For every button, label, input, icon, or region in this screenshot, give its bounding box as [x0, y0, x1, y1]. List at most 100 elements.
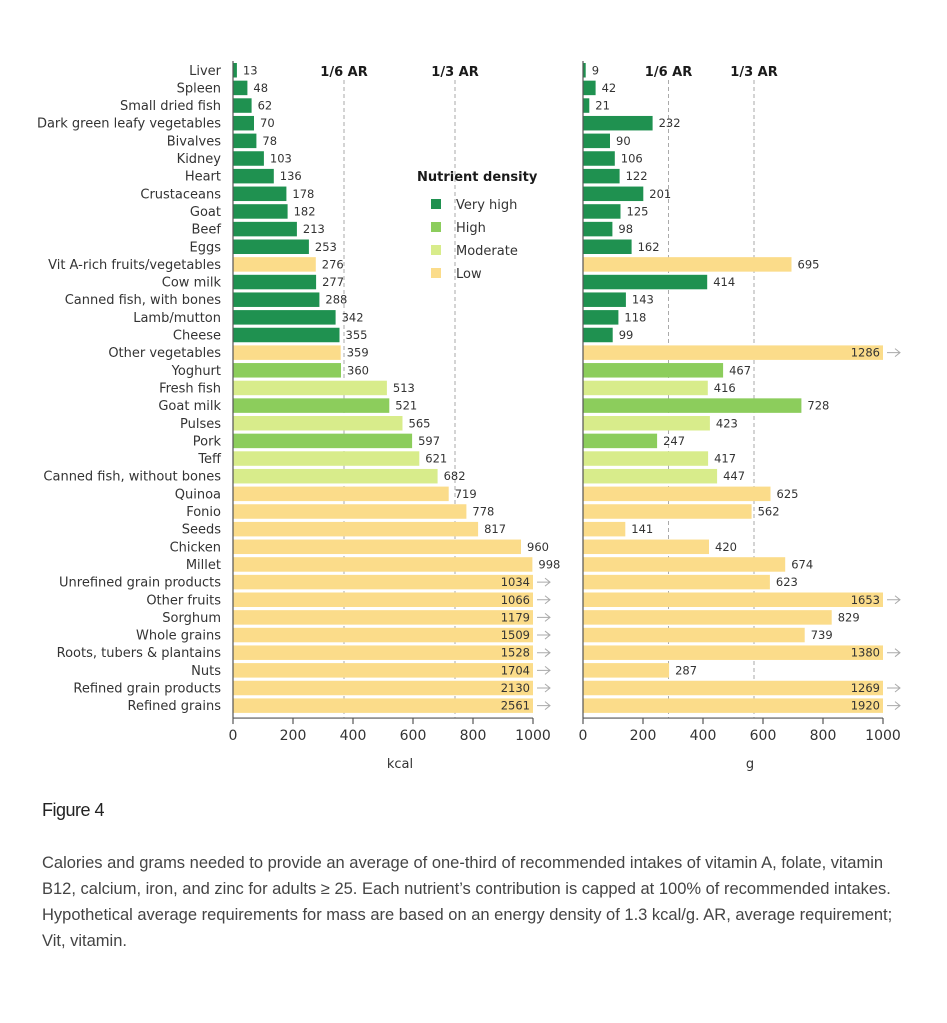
value-label: 125	[627, 204, 649, 218]
bar	[583, 63, 586, 78]
bar	[233, 539, 521, 555]
value-label: 78	[262, 134, 277, 148]
value-label: 359	[347, 346, 369, 360]
value-label: 1269	[851, 681, 880, 695]
x-tick-label: 0	[579, 728, 588, 744]
category-label: Vit A-rich fruits/vegetables	[48, 258, 221, 273]
bar	[233, 574, 533, 590]
value-label: 674	[791, 557, 813, 571]
bar	[583, 168, 620, 184]
reference-label: 1/6 AR	[320, 65, 367, 80]
bar	[583, 468, 718, 484]
value-label: 420	[715, 540, 737, 554]
bar	[233, 292, 320, 307]
nutrient-density-chart: Liver Spleen Small dried fish Dark green le…	[37, 61, 901, 772]
bar	[583, 204, 621, 219]
category-label: Refined grains	[128, 699, 222, 714]
category-label: Beef	[192, 223, 222, 238]
x-axis-title: g	[746, 757, 754, 772]
value-label: 288	[325, 293, 347, 307]
bar	[233, 98, 252, 113]
value-label: 1509	[501, 628, 530, 642]
category-label: Chicken	[170, 540, 221, 555]
bar	[583, 345, 883, 360]
category-label: Fresh fish	[159, 381, 221, 396]
category-label: Canned fish, without bones	[43, 470, 221, 485]
category-label: Unrefined grain products	[59, 576, 221, 591]
value-label: 728	[807, 399, 829, 413]
category-label: Goat	[190, 205, 221, 220]
bar	[233, 486, 449, 502]
bar	[583, 698, 883, 713]
bar	[233, 115, 254, 131]
bar	[583, 574, 770, 590]
value-label: 1653	[851, 593, 880, 607]
bar	[233, 610, 533, 625]
bar	[583, 521, 626, 537]
value-label: 565	[409, 416, 431, 430]
reference-label: 1/6 AR	[645, 65, 692, 80]
category-label: Pulses	[180, 417, 221, 432]
bar	[583, 257, 792, 272]
category-label: Bivalves	[167, 134, 221, 149]
category-label: Crustaceans	[140, 187, 221, 202]
bar	[583, 416, 710, 431]
bar	[233, 468, 438, 484]
bar	[233, 416, 403, 431]
bar	[233, 221, 297, 237]
overflow-arrow-icon	[537, 648, 551, 658]
bar	[233, 80, 248, 96]
bar	[233, 698, 533, 713]
value-label: 253	[315, 240, 337, 254]
category-label: Cow milk	[162, 276, 222, 291]
value-label: 143	[632, 293, 654, 307]
value-label: 682	[444, 469, 466, 483]
x-tick-label: 200	[630, 728, 657, 744]
value-label: 48	[253, 81, 268, 95]
legend-swatch	[431, 268, 441, 278]
bar	[233, 433, 413, 449]
value-label: 423	[716, 416, 738, 430]
value-label: 1066	[501, 593, 530, 607]
x-tick-label: 1000	[515, 728, 551, 744]
legend-title: Nutrient density	[417, 170, 538, 185]
legend: Nutrient density Very high High Moderate Low	[417, 170, 538, 282]
kcal-panel: 1/6 AR 1/3 AR 13 48 62 70 78 103 136 178 182 213 253…	[229, 61, 560, 772]
value-label: 247	[663, 434, 685, 448]
legend-label: Low	[456, 267, 482, 282]
value-label: 9	[592, 63, 599, 77]
value-label: 122	[626, 169, 648, 183]
value-label: 1920	[851, 699, 880, 713]
value-label: 62	[258, 99, 273, 113]
overflow-arrow-icon	[537, 613, 551, 622]
legend-swatch	[431, 222, 441, 232]
bar	[583, 221, 613, 237]
x-tick-label: 600	[750, 728, 777, 744]
category-label: Sorghum	[162, 611, 221, 626]
overflow-arrow-icon	[537, 630, 551, 640]
bar	[233, 274, 317, 290]
x-tick-label: 0	[229, 728, 238, 744]
bar	[233, 663, 533, 678]
category-label: Heart	[185, 170, 221, 185]
category-label: Canned fish, with bones	[65, 293, 222, 308]
category-label: Spleen	[177, 81, 221, 96]
reference-label: 1/3 AR	[431, 65, 478, 80]
legend-label: Moderate	[456, 244, 518, 259]
category-label: Pork	[193, 434, 222, 449]
overflow-arrow-icon	[887, 683, 901, 693]
bar	[583, 115, 653, 131]
category-label: Goat milk	[158, 399, 221, 414]
value-label: 342	[342, 310, 364, 324]
value-label: 416	[714, 381, 736, 395]
bar	[583, 539, 709, 555]
value-label: 447	[723, 469, 745, 483]
value-label: 70	[260, 116, 275, 130]
value-label: 13	[243, 63, 258, 77]
bar	[233, 204, 288, 219]
bar	[233, 680, 533, 696]
value-label: 695	[798, 257, 820, 271]
value-label: 597	[418, 434, 440, 448]
category-label: Quinoa	[175, 487, 221, 502]
value-label: 739	[811, 628, 833, 642]
